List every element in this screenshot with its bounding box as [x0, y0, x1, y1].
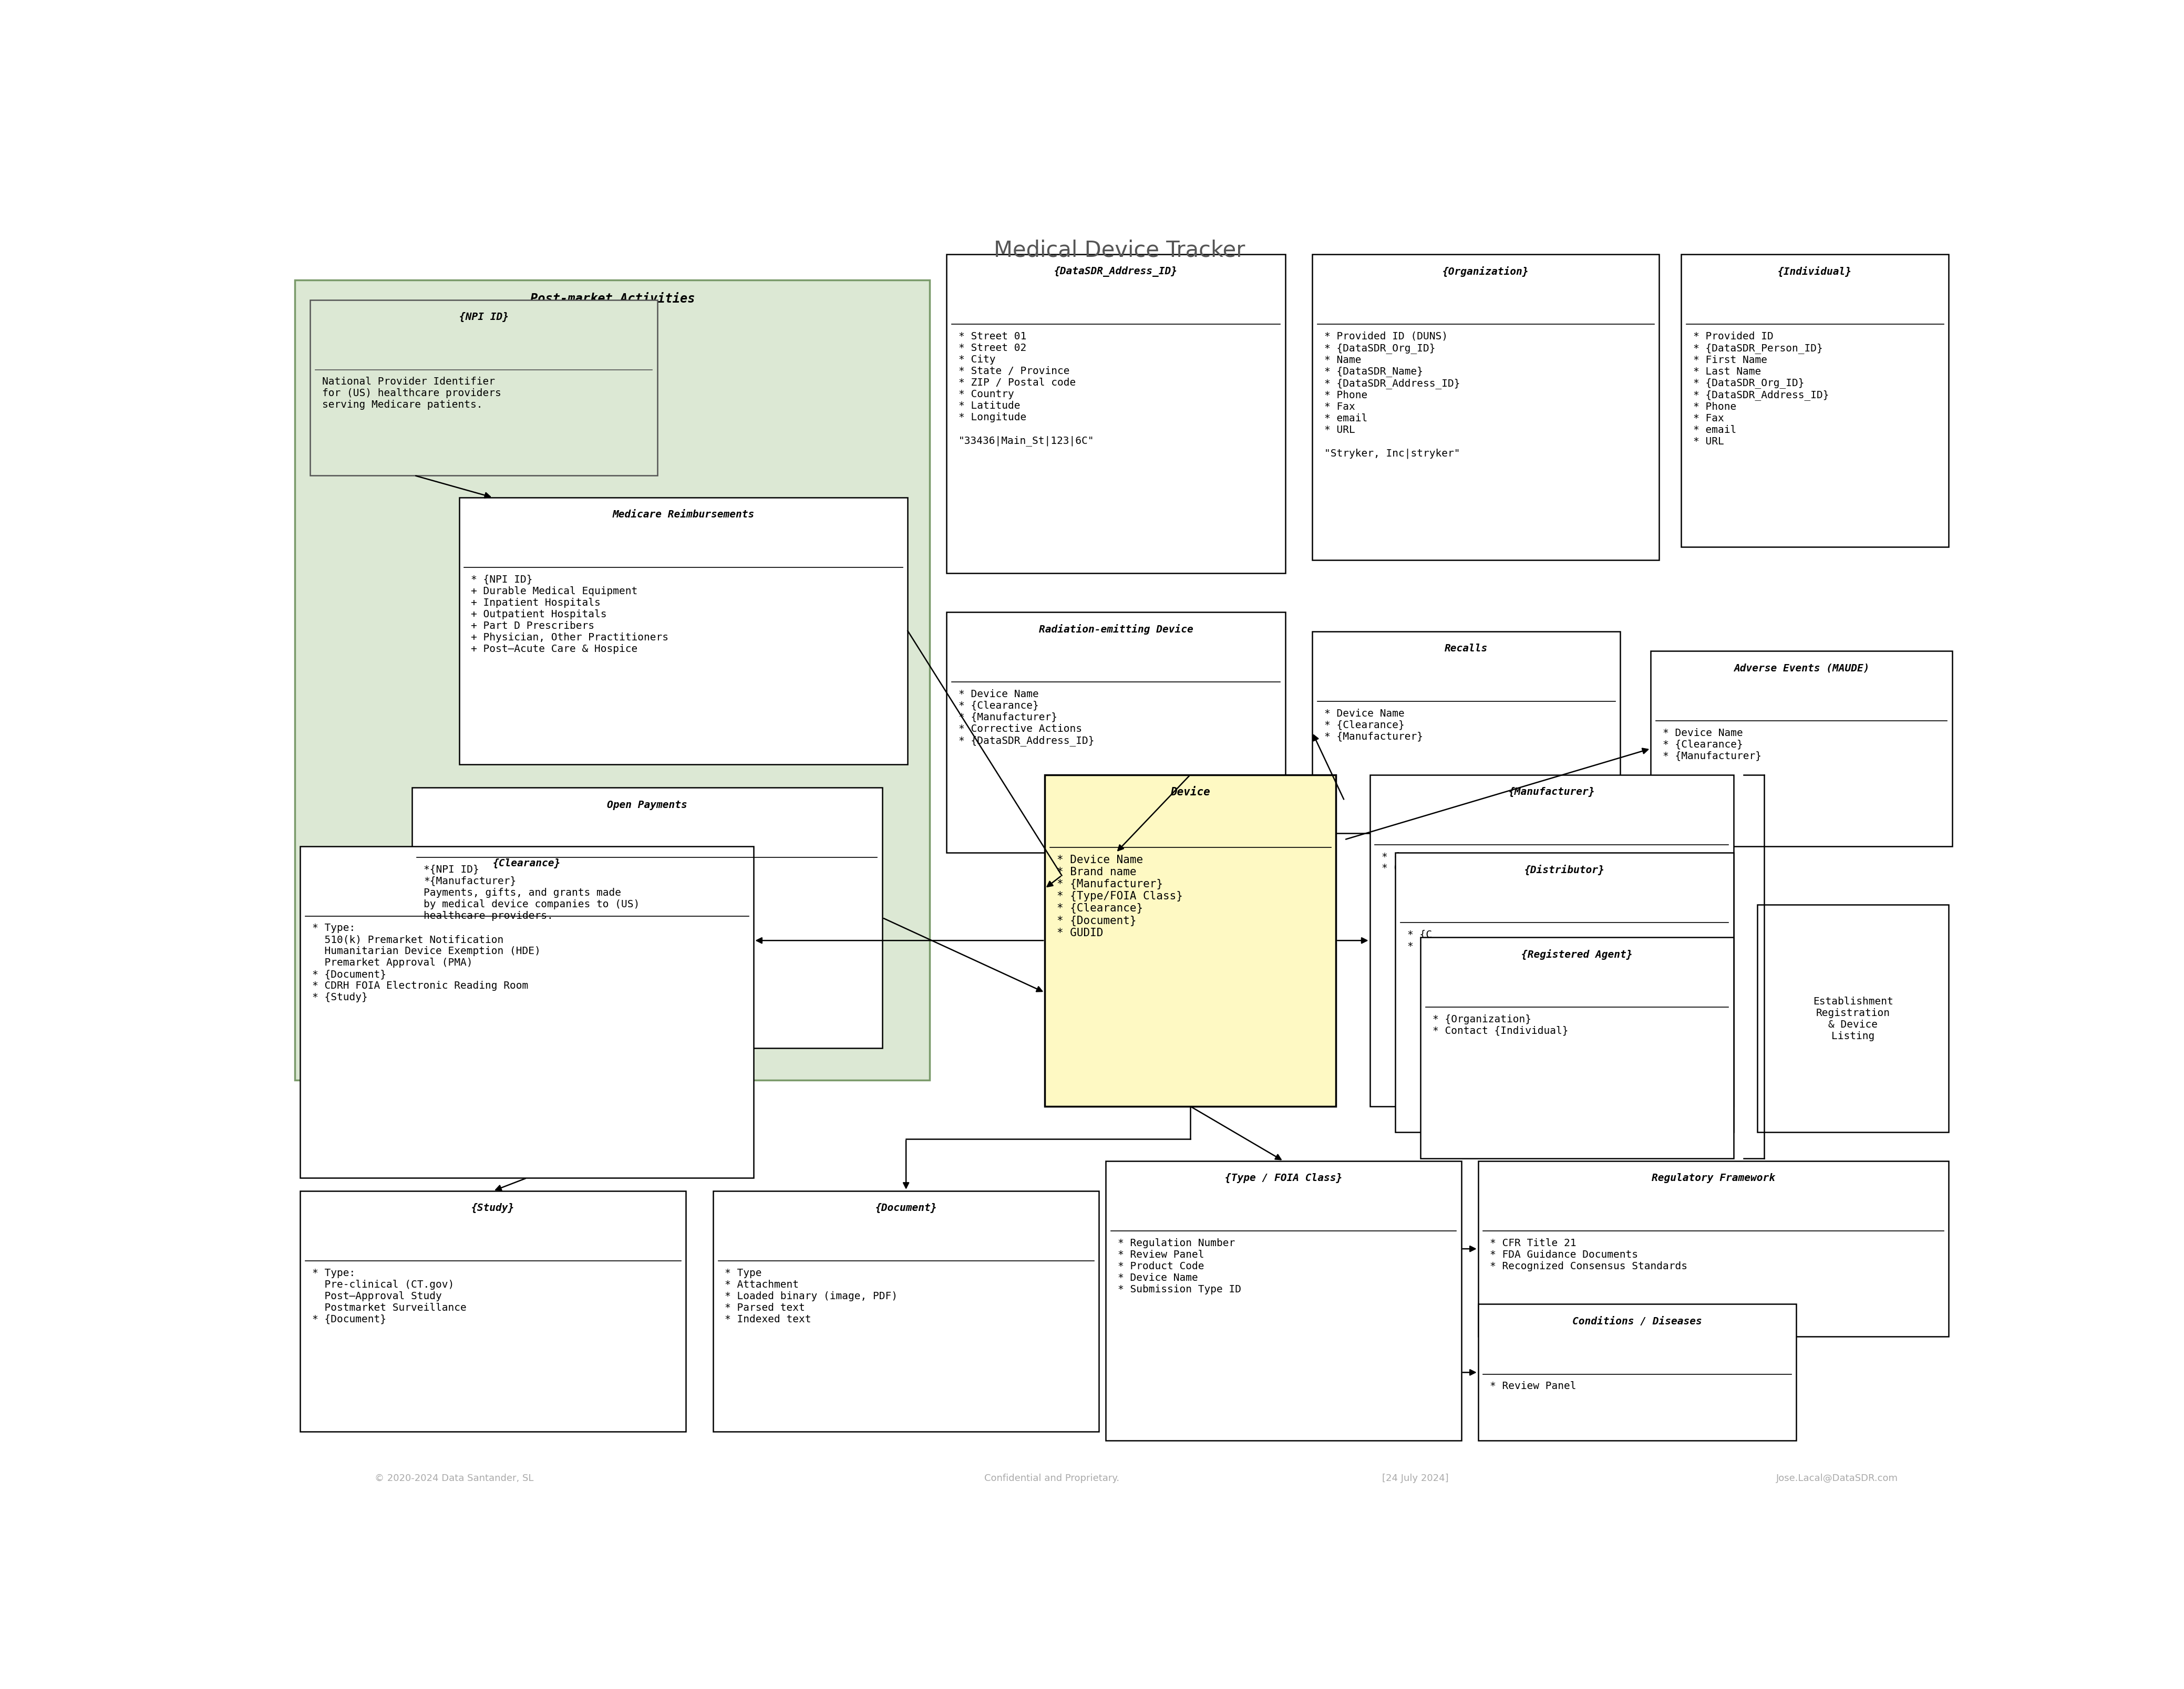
- Bar: [1313, 632, 1621, 833]
- Text: Conditions / Diseases: Conditions / Diseases: [1572, 1316, 1701, 1326]
- Text: Establishment
Registration
& Device
Listing: Establishment Registration & Device List…: [1813, 997, 1894, 1040]
- Text: * Type:
  510(k) Premarket Notification
  Humanitarian Device Exemption (HDE)
  : * Type: 510(k) Premarket Notification Hu…: [312, 922, 539, 1002]
- Text: {Distributor}: {Distributor}: [1524, 865, 1605, 875]
- Text: * Device Name
* Brand name
* {Manufacturer}
* {Type/FOIA Class}
* {Clearance}
* : * Device Name * Brand name * {Manufactur…: [1057, 855, 1184, 937]
- Text: {Registered Agent}: {Registered Agent}: [1522, 949, 1634, 959]
- Bar: [1044, 775, 1337, 1106]
- Bar: [1105, 1160, 1461, 1441]
- Text: * {C
* C: * {C * C: [1406, 929, 1433, 951]
- Bar: [946, 255, 1284, 573]
- Text: Post-market Activities: Post-market Activities: [531, 292, 695, 306]
- Text: * Review Panel: * Review Panel: [1489, 1380, 1577, 1390]
- Text: * {NPI ID}
+ Durable Medical Equipment
+ Inpatient Hospitals
+ Outpatient Hospit: * {NPI ID} + Durable Medical Equipment +…: [472, 574, 668, 654]
- Text: {Organization}: {Organization}: [1441, 267, 1529, 277]
- Bar: [1479, 1304, 1795, 1441]
- Text: Radiation-emitting Device: Radiation-emitting Device: [1040, 623, 1192, 635]
- Bar: [1651, 652, 1952, 846]
- Text: Open Payments: Open Payments: [607, 799, 688, 809]
- Text: * Regulation Number
* Review Panel
* Product Code
* Device Name
* Submission Typ: * Regulation Number * Review Panel * Pro…: [1118, 1238, 1241, 1294]
- Bar: [1479, 1160, 1948, 1336]
- Text: {Study}: {Study}: [472, 1203, 515, 1213]
- Text: *{NPI ID}
*{Manufacturer}
Payments, gifts, and grants made
by medical device com: *{NPI ID} *{Manufacturer} Payments, gift…: [424, 865, 640, 921]
- Text: {NPI ID}: {NPI ID}: [459, 312, 509, 323]
- Text: * Provided ID (DUNS)
* {DataSDR_Org_ID}
* Name
* {DataSDR_Name}
* {DataSDR_Addre: * Provided ID (DUNS) * {DataSDR_Org_ID} …: [1324, 331, 1459, 458]
- Text: National Provider Identifier
for (US) healthcare providers
serving Medicare pati: National Provider Identifier for (US) he…: [321, 377, 500, 410]
- Text: Device: Device: [1171, 787, 1210, 797]
- Text: Medicare Reimbursements: Medicare Reimbursements: [612, 510, 753, 520]
- Text: * CFR Title 21
* FDA Guidance Documents
* Recognized Consensus Standards: * CFR Title 21 * FDA Guidance Documents …: [1489, 1238, 1688, 1270]
- Bar: [1682, 255, 1948, 547]
- Text: * Provided ID
* {DataSDR_Person_ID}
* First Name
* Last Name
* {DataSDR_Org_ID}
: * Provided ID * {DataSDR_Person_ID} * Fi…: [1693, 331, 1828, 446]
- Bar: [1420, 937, 1734, 1159]
- Bar: [459, 498, 909, 765]
- Text: [24 July 2024]: [24 July 2024]: [1382, 1473, 1448, 1483]
- Text: * Type
* Attachment
* Loaded binary (image, PDF)
* Parsed text
* Indexed text: * Type * Attachment * Loaded binary (ima…: [725, 1267, 898, 1324]
- Text: © 2020-2024 Data Santander, SL: © 2020-2024 Data Santander, SL: [376, 1473, 533, 1483]
- Bar: [299, 846, 753, 1179]
- Text: Jose.Lacal@DataSDR.com: Jose.Lacal@DataSDR.com: [1776, 1473, 1898, 1483]
- Text: * {Organization}
* Contact {Individual}: * {Organization} * Contact {Individual}: [1433, 1013, 1568, 1035]
- Bar: [1369, 775, 1734, 1106]
- Text: {Individual}: {Individual}: [1778, 267, 1852, 277]
- Text: Medical Device Tracker: Medical Device Tracker: [994, 240, 1245, 262]
- Text: {Clearance}: {Clearance}: [494, 858, 561, 868]
- Bar: [413, 787, 882, 1047]
- Text: * Type:
  Pre-clinical (CT.gov)
  Post–Approval Study
  Postmarket Surveillance
: * Type: Pre-clinical (CT.gov) Post–Appro…: [312, 1267, 467, 1324]
- Text: * Device Name
* {Clearance}
* {Manufacturer}: * Device Name * {Clearance} * {Manufactu…: [1324, 708, 1424, 741]
- Bar: [295, 280, 930, 1081]
- Bar: [299, 1191, 686, 1432]
- Text: Adverse Events (MAUDE): Adverse Events (MAUDE): [1734, 664, 1870, 672]
- Bar: [1396, 853, 1734, 1133]
- Text: {Type / FOIA Class}: {Type / FOIA Class}: [1225, 1172, 1343, 1182]
- Text: * {C
* C: * {C * C: [1382, 851, 1406, 873]
- Text: {DataSDR_Address_ID}: {DataSDR_Address_ID}: [1055, 267, 1177, 277]
- Bar: [1758, 905, 1948, 1133]
- Text: {Manufacturer}: {Manufacturer}: [1509, 787, 1594, 797]
- Text: {Document}: {Document}: [876, 1203, 937, 1213]
- Bar: [946, 613, 1284, 853]
- Text: Recalls: Recalls: [1444, 644, 1487, 654]
- Text: * Device Name
* {Clearance}
* {Manufacturer}: * Device Name * {Clearance} * {Manufactu…: [1662, 728, 1762, 762]
- Text: Regulatory Framework: Regulatory Framework: [1651, 1172, 1776, 1182]
- Bar: [310, 301, 657, 476]
- Text: * Street 01
* Street 02
* City
* State / Province
* ZIP / Postal code
* Country
: * Street 01 * Street 02 * City * State /…: [959, 331, 1094, 446]
- Bar: [714, 1191, 1099, 1432]
- Text: * Device Name
* {Clearance}
* {Manufacturer}
* Corrective Actions
* {DataSDR_Add: * Device Name * {Clearance} * {Manufactu…: [959, 689, 1094, 745]
- Text: Confidential and Proprietary.: Confidential and Proprietary.: [985, 1473, 1118, 1483]
- Bar: [1313, 255, 1660, 561]
